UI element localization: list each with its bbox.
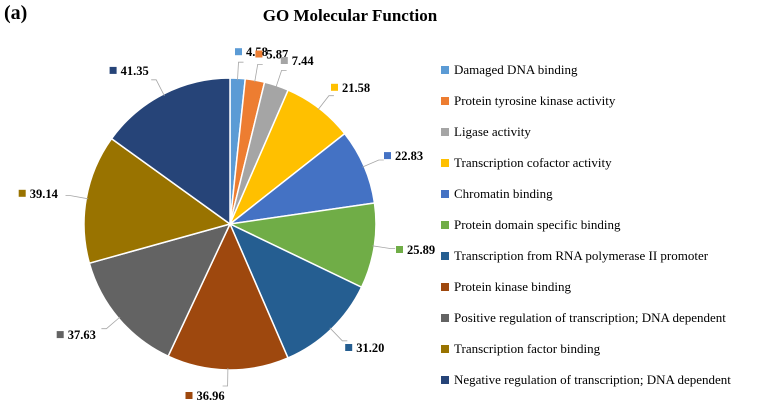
data-label-key-transcription-from-rna-polymerase-ii-promoter bbox=[345, 344, 353, 351]
data-label-value-chromatin-binding: 22.83 bbox=[395, 149, 423, 163]
data-label-value-protein-domain-specific-binding: 25.89 bbox=[407, 243, 435, 257]
data-label-value-protein-kinase-binding: 36.96 bbox=[197, 389, 225, 400]
leader-line-negative-regulation-of-transcription-dna-dependent bbox=[151, 79, 165, 96]
legend-swatch-protein-domain-specific-binding bbox=[441, 221, 449, 229]
chart-title: GO Molecular Function bbox=[262, 6, 438, 25]
legend-item-chromatin-binding: Chromatin binding bbox=[441, 186, 771, 217]
legend-label-ligase-activity: Ligase activity bbox=[454, 124, 531, 139]
leader-line-protein-tyrosine-kinase-activity bbox=[254, 64, 263, 83]
legend-label-transcription-factor-binding: Transcription factor binding bbox=[454, 341, 601, 356]
data-label-key-protein-tyrosine-kinase-activity bbox=[255, 50, 263, 58]
data-label-transcription-factor-binding: 39.14 bbox=[18, 187, 59, 201]
panel-label: (a) bbox=[4, 2, 28, 24]
leader-line-chromatin-binding bbox=[362, 159, 384, 168]
leader-line-protein-domain-specific-binding bbox=[372, 245, 396, 249]
data-label-negative-regulation-of-transcription-dna-dependent: 41.35 bbox=[109, 64, 149, 78]
legend-swatch-chromatin-binding bbox=[441, 190, 449, 198]
data-label-positive-regulation-of-transcription-dna-dependent: 37.63 bbox=[56, 328, 96, 342]
data-label-key-transcription-cofactor-activity bbox=[331, 83, 338, 91]
legend-item-transcription-from-rna-polymerase-ii-promoter: Transcription from RNA polymerase II pro… bbox=[441, 248, 771, 279]
data-label-key-damaged-dna-binding bbox=[235, 48, 242, 56]
data-label-chromatin-binding: 22.83 bbox=[384, 149, 423, 163]
data-label-key-chromatin-binding bbox=[384, 152, 391, 160]
data-label-key-positive-regulation-of-transcription-dna-dependent bbox=[56, 331, 64, 339]
leader-line-transcription-cofactor-activity bbox=[317, 95, 334, 111]
legend-item-negative-regulation-of-transcription-dna-dependent: Negative regulation of transcription; DN… bbox=[441, 372, 771, 403]
data-label-protein-domain-specific-binding: 25.89 bbox=[396, 243, 435, 257]
legend-item-protein-tyrosine-kinase-activity: Protein tyrosine kinase activity bbox=[441, 93, 771, 124]
leader-line-damaged-dna-binding bbox=[237, 61, 244, 81]
legend-swatch-negative-regulation-of-transcription-dna-dependent bbox=[441, 376, 449, 384]
data-label-value-negative-regulation-of-transcription-dna-dependent: 41.35 bbox=[121, 64, 149, 78]
legend-label-transcription-cofactor-activity: Transcription cofactor activity bbox=[454, 155, 612, 170]
leader-line-transcription-from-rna-polymerase-ii-promoter bbox=[329, 327, 348, 342]
legend-item-protein-domain-specific-binding: Protein domain specific binding bbox=[441, 217, 771, 248]
leader-line-ligase-activity bbox=[275, 70, 287, 88]
data-label-key-protein-kinase-binding bbox=[185, 392, 193, 399]
data-label-transcription-cofactor-activity: 21.58 bbox=[331, 81, 370, 95]
legend-label-chromatin-binding: Chromatin binding bbox=[454, 186, 553, 201]
legend-swatch-transcription-from-rna-polymerase-ii-promoter bbox=[441, 252, 449, 260]
legend-swatch-transcription-cofactor-activity bbox=[441, 159, 449, 167]
data-label-key-ligase-activity bbox=[280, 57, 288, 64]
data-label-key-protein-domain-specific-binding bbox=[396, 246, 403, 253]
leader-line-protein-kinase-binding bbox=[222, 367, 229, 387]
data-label-value-ligase-activity: 7.44 bbox=[292, 54, 315, 68]
legend-item-protein-kinase-binding: Protein kinase binding bbox=[441, 279, 771, 310]
legend-item-ligase-activity: Ligase activity bbox=[441, 124, 771, 155]
legend-label-positive-regulation-of-transcription-dna-dependent: Positive regulation of transcription; DN… bbox=[454, 310, 726, 325]
legend-item-damaged-dna-binding: Damaged DNA binding bbox=[441, 62, 771, 93]
legend-swatch-damaged-dna-binding bbox=[441, 66, 449, 74]
legend-label-protein-kinase-binding: Protein kinase binding bbox=[454, 279, 571, 294]
data-label-key-negative-regulation-of-transcription-dna-dependent bbox=[109, 66, 117, 74]
legend-swatch-ligase-activity bbox=[441, 128, 449, 136]
legend-swatch-positive-regulation-of-transcription-dna-dependent bbox=[441, 314, 449, 322]
legend-item-transcription-cofactor-activity: Transcription cofactor activity bbox=[441, 155, 771, 186]
legend-label-transcription-from-rna-polymerase-ii-promoter: Transcription from RNA polymerase II pro… bbox=[454, 248, 709, 263]
data-label-ligase-activity: 7.44 bbox=[280, 54, 315, 68]
data-label-protein-kinase-binding: 36.96 bbox=[185, 389, 225, 400]
legend-swatch-protein-tyrosine-kinase-activity bbox=[441, 97, 449, 105]
legend-label-damaged-dna-binding: Damaged DNA binding bbox=[454, 62, 578, 77]
data-label-value-transcription-from-rna-polymerase-ii-promoter: 31.20 bbox=[356, 341, 384, 355]
legend-item-positive-regulation-of-transcription-dna-dependent: Positive regulation of transcription; DN… bbox=[441, 310, 771, 341]
data-label-damaged-dna-binding: 4.58 bbox=[235, 45, 268, 59]
data-label-transcription-from-rna-polymerase-ii-promoter: 31.20 bbox=[345, 341, 384, 355]
data-label-value-transcription-factor-binding: 39.14 bbox=[30, 187, 59, 201]
legend-label-negative-regulation-of-transcription-dna-dependent: Negative regulation of transcription; DN… bbox=[454, 372, 731, 387]
leader-line-positive-regulation-of-transcription-dna-dependent bbox=[101, 316, 121, 330]
legend-label-protein-tyrosine-kinase-activity: Protein tyrosine kinase activity bbox=[454, 93, 616, 108]
leader-line-transcription-factor-binding bbox=[65, 195, 89, 200]
legend: Damaged DNA binding Protein tyrosine kina… bbox=[441, 62, 771, 403]
legend-item-transcription-factor-binding: Transcription factor binding bbox=[441, 341, 771, 372]
data-label-key-transcription-factor-binding bbox=[18, 189, 26, 197]
legend-swatch-protein-kinase-binding bbox=[441, 283, 449, 291]
data-label-value-transcription-cofactor-activity: 21.58 bbox=[342, 81, 370, 95]
legend-swatch-transcription-factor-binding bbox=[441, 345, 449, 353]
legend-label-protein-domain-specific-binding: Protein domain specific binding bbox=[454, 217, 621, 232]
data-label-value-positive-regulation-of-transcription-dna-dependent: 37.63 bbox=[68, 328, 96, 342]
